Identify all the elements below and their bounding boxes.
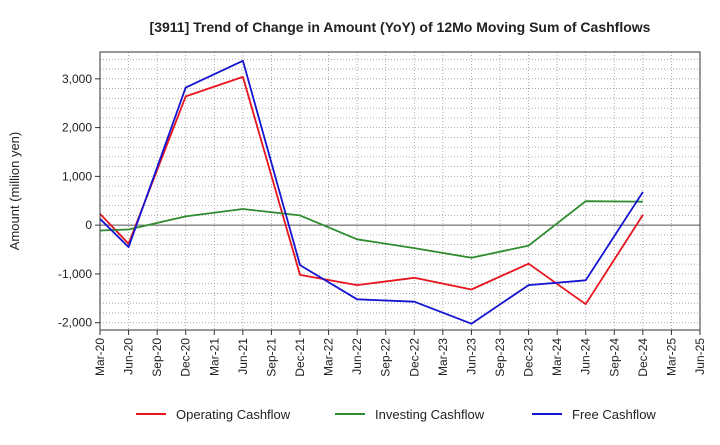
plot-area-frame <box>99 51 701 331</box>
x-tick-label: Dec-23 <box>522 338 536 377</box>
grid-layer <box>100 52 700 330</box>
x-tick-label: Mar-24 <box>550 338 564 376</box>
chart-title: [3911] Trend of Change in Amount (YoY) o… <box>150 19 651 35</box>
y-tick-label: 0 <box>85 218 92 232</box>
free-cashflow-series-line <box>99 59 644 325</box>
legend: Operating Cashflow Investing Cashflow Free… <box>136 407 656 422</box>
y-tick-label: 2,000 <box>62 121 92 135</box>
y-tick-label: -1,000 <box>58 267 92 281</box>
x-tick-label: Jun-25 <box>693 338 707 375</box>
y-tick-layer: -2,000 -1,000 0 1,000 2,000 3,000 <box>58 72 100 330</box>
x-tick-label: Dec-22 <box>407 338 421 377</box>
x-tick-label: Jun-22 <box>350 338 364 375</box>
x-tick-label: Jun-20 <box>122 338 136 375</box>
x-tick-label: Sep-20 <box>150 338 164 377</box>
x-tick-layer: Mar-20 Jun-20 Sep-20 Dec-20 Mar-21 Jun-21 Sep-… <box>93 330 707 377</box>
x-tick-label: Jun-24 <box>579 338 593 375</box>
x-tick-label: Dec-24 <box>636 338 650 377</box>
y-axis-label: Amount (million yen) <box>7 132 22 251</box>
x-tick-label: Dec-21 <box>293 338 307 377</box>
x-tick-label: Mar-22 <box>322 338 336 376</box>
x-tick-label: Sep-22 <box>379 338 393 377</box>
x-tick-label: Sep-21 <box>264 338 278 377</box>
series-layer <box>99 59 644 325</box>
x-tick-label: Dec-20 <box>179 338 193 377</box>
investing-cashflow-legend-label: Investing Cashflow <box>375 407 485 422</box>
x-tick-label: Jun-23 <box>464 338 478 375</box>
free-cashflow-legend-label: Free Cashflow <box>572 407 656 422</box>
operating-cashflow-legend-label: Operating Cashflow <box>176 407 291 422</box>
operating-cashflow-series-line <box>99 76 644 306</box>
x-tick-label: Jun-21 <box>236 338 250 375</box>
x-tick-label: Sep-24 <box>607 338 621 377</box>
x-tick-label: Mar-25 <box>664 338 678 376</box>
x-tick-label: Sep-23 <box>493 338 507 377</box>
y-tick-label: 1,000 <box>62 169 92 183</box>
investing-cashflow-series-line <box>99 200 643 259</box>
y-tick-label: -2,000 <box>58 316 92 330</box>
y-tick-label: 3,000 <box>62 72 92 86</box>
x-tick-label: Mar-20 <box>93 338 107 376</box>
x-tick-label: Mar-21 <box>207 338 221 376</box>
x-tick-label: Mar-23 <box>436 338 450 376</box>
